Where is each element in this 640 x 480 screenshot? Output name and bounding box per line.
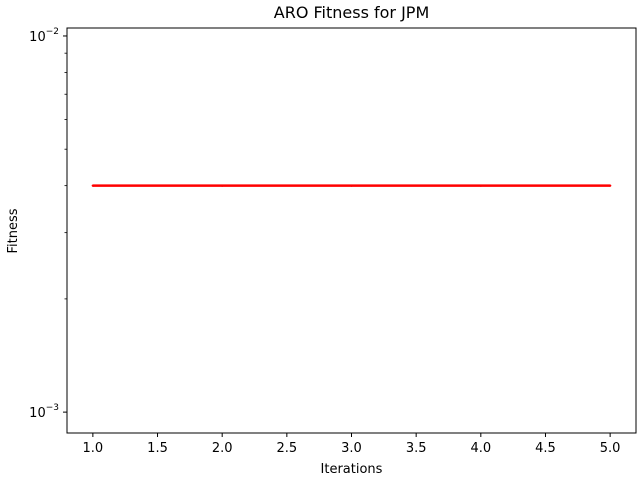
- y-axis-label: Fitness: [6, 208, 21, 253]
- x-tick-label: 2.5: [276, 441, 297, 456]
- x-tick-label: 5.0: [600, 441, 621, 456]
- x-axis: 1.0 1.5 2.0 2.5 3.0 3.5 4.0 4.5 5.0: [83, 433, 621, 456]
- x-tick-label: 2.0: [212, 441, 233, 456]
- x-tick-label: 1.5: [147, 441, 168, 456]
- y-tick-label: 10−3: [29, 403, 59, 421]
- data-point: [350, 184, 353, 187]
- x-tick-label: 1.0: [83, 441, 104, 456]
- data-point: [608, 184, 612, 187]
- y-tick-base: 10: [29, 30, 46, 45]
- x-tick-label: 3.5: [406, 441, 427, 456]
- plot-area: [91, 184, 612, 187]
- x-axis-label: Iterations: [321, 462, 383, 477]
- y-tick-label: 10−2: [29, 27, 59, 45]
- y-axis: 10−310−2: [29, 27, 67, 421]
- chart-title: ARO Fitness for JPM: [274, 3, 430, 22]
- data-point: [91, 184, 95, 187]
- y-tick-base: 10: [29, 406, 46, 421]
- x-tick-label: 4.0: [470, 441, 491, 456]
- y-tick-exponent: −3: [46, 403, 59, 413]
- data-point: [479, 184, 483, 187]
- x-tick-label: 4.5: [535, 441, 556, 456]
- y-tick-exponent: −2: [46, 27, 59, 37]
- axes-frame: [66, 27, 637, 434]
- x-tick-label: 3.0: [341, 441, 362, 456]
- data-point: [220, 184, 224, 187]
